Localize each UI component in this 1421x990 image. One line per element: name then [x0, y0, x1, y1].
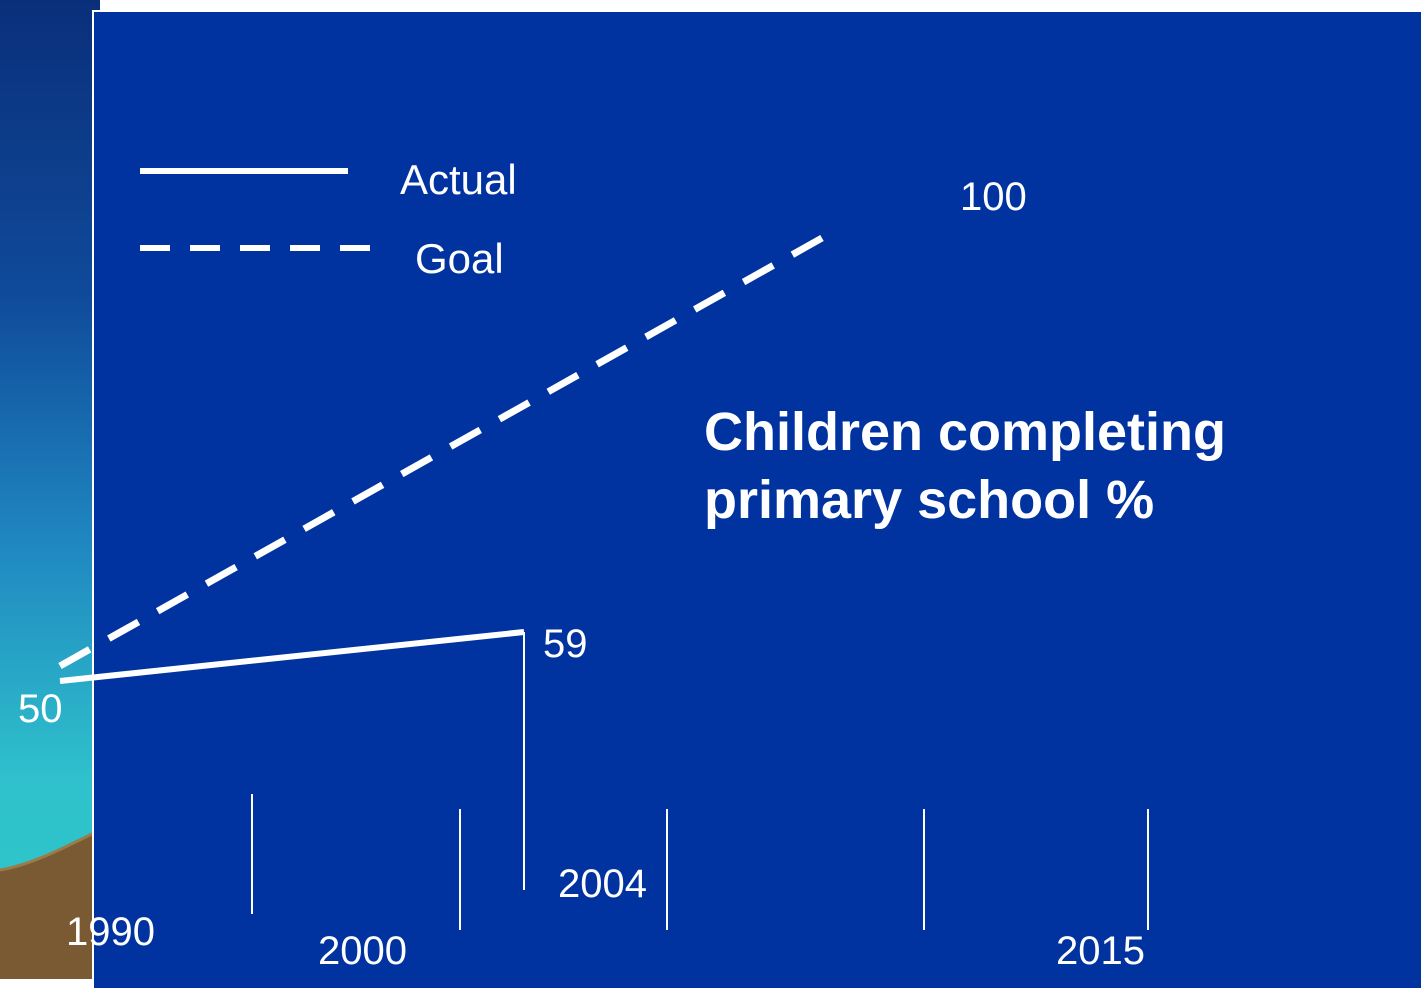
series-line-goal [58, 234, 824, 670]
x-tick-label-2000: 2000 [318, 929, 407, 973]
chart-title: Children completing primary school % [704, 402, 1227, 530]
legend-label-goal: Goal [415, 235, 504, 282]
data-label-50: 50 [18, 687, 63, 731]
x-tick-label-2015: 2015 [1056, 929, 1145, 973]
data-label-59: 59 [543, 622, 588, 666]
background-gradient [0, 0, 100, 979]
legend-label-actual: Actual [400, 156, 517, 203]
x-tick-label-1990: 1990 [66, 910, 155, 954]
tick-lines [251, 632, 1149, 930]
series-line-actual [59, 629, 525, 684]
data-label-100: 100 [960, 175, 1027, 219]
landscape-hill-decoration [0, 828, 100, 979]
legend: Actual Goal [140, 156, 517, 282]
x-tick-label-2004: 2004 [558, 862, 647, 906]
